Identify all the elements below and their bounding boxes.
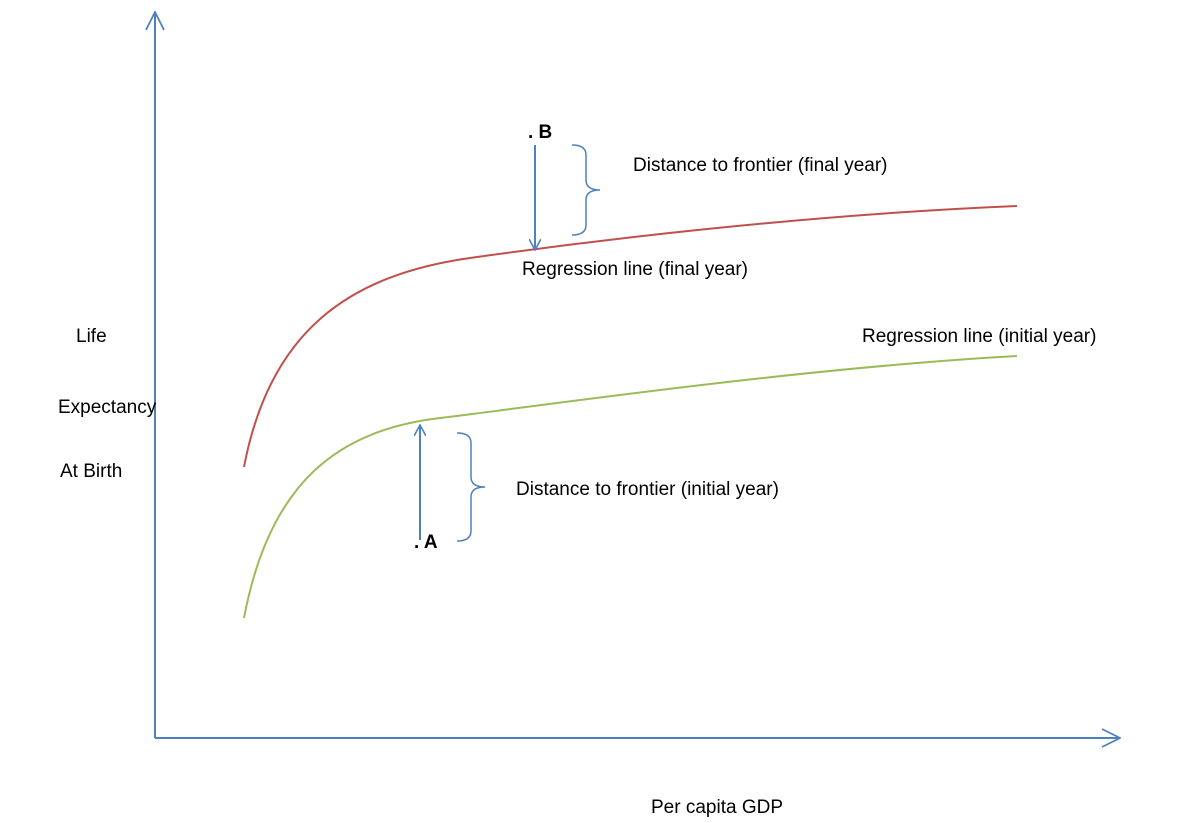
- y-axis-label: Expectancy: [58, 397, 157, 418]
- distance-label: Distance to frontier (initial year): [516, 479, 779, 500]
- distance-label: Distance to frontier (final year): [633, 155, 888, 176]
- final-year-curve: [243, 205, 1018, 468]
- point-label: . A: [414, 532, 438, 553]
- curve-label: Regression line (final year): [522, 259, 748, 280]
- bracket-a: [456, 432, 486, 542]
- point-label: . B: [528, 122, 552, 143]
- initial-year-curve: [243, 355, 1018, 619]
- x-axis-label: Per capita GDP: [651, 797, 783, 818]
- y-axis-label: At Birth: [60, 461, 122, 482]
- bracket-b: [571, 144, 601, 236]
- curve-label: Regression line (initial year): [862, 326, 1096, 347]
- y-axis-label: Life: [76, 326, 107, 347]
